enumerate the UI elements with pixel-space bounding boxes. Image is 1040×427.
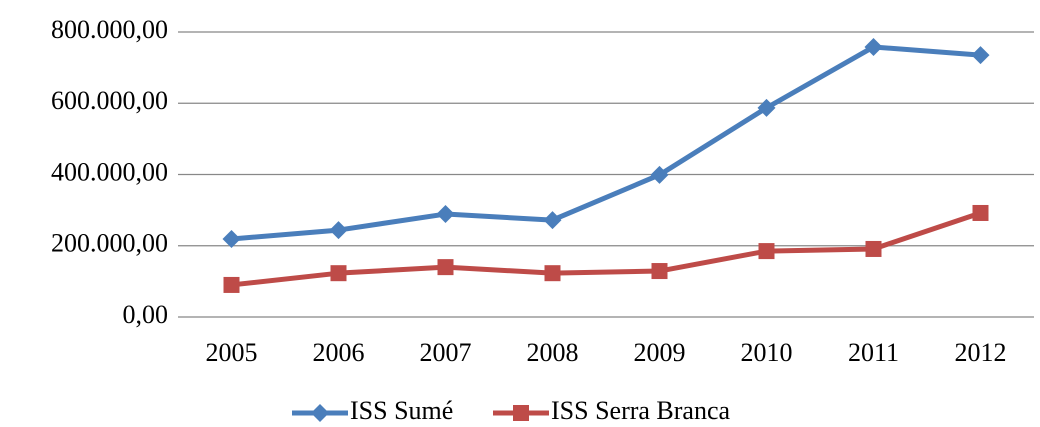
point-marker [329,221,348,240]
point-marker [223,276,240,293]
x-tick-label: 2008 [527,338,579,367]
x-tick-label: 2011 [848,338,899,367]
series-line [231,44,981,242]
point-marker [971,46,990,65]
point-marker [865,240,882,257]
point-marker [330,265,347,282]
legend-marker [513,405,529,421]
point-marker [758,243,775,260]
y-tick-label: 600.000,00 [51,86,168,115]
series-line [231,210,982,288]
legend-label: ISS Sumé [350,396,453,425]
point-marker [650,165,669,184]
point-marker [543,211,562,230]
legend-marker [311,404,329,422]
point-marker [222,229,241,248]
y-tick-label: 800.000,00 [51,15,168,44]
point-marker [864,37,883,56]
point-marker [651,263,668,280]
x-tick-label: 2010 [741,338,793,367]
y-tick-label: 200.000,00 [51,229,168,258]
x-tick-label: 2007 [420,338,472,367]
y-tick-label: 400.000,00 [51,157,168,186]
point-marker [437,259,454,276]
x-tick-label: 2012 [955,338,1007,367]
x-tick-label: 2009 [634,338,686,367]
point-marker [757,98,776,117]
point-marker [544,265,561,282]
x-tick-label: 2005 [206,338,258,367]
point-marker [972,204,989,221]
legend-label: ISS Serra Branca [551,396,731,425]
x-tick-label: 2006 [313,338,365,367]
point-marker [436,205,455,224]
y-tick-label: 0,00 [123,300,169,329]
